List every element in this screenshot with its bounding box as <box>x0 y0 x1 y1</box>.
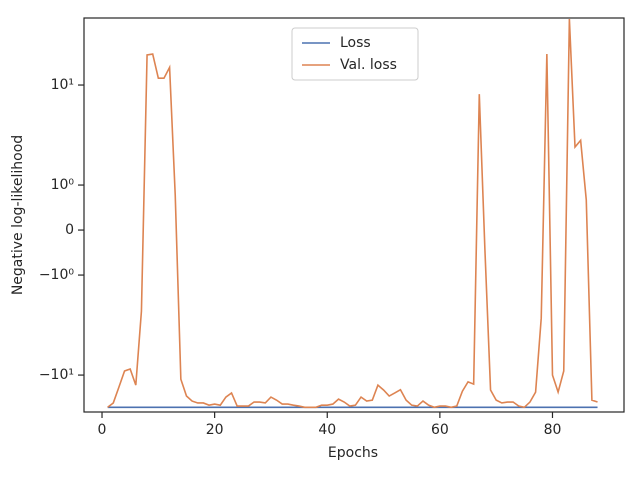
y-tick-label: 10⁰ <box>51 177 75 193</box>
x-tick-label: 80 <box>544 422 562 438</box>
x-tick-label: 0 <box>98 422 107 438</box>
legend-label: Loss <box>340 35 371 51</box>
x-tick-label: 20 <box>206 422 224 438</box>
legend: Loss Val. loss <box>291 27 419 81</box>
x-tick-label: 60 <box>431 422 449 438</box>
series-line <box>107 18 598 409</box>
legend-label: Val. loss <box>340 57 397 73</box>
x-tick-label: 40 <box>318 422 336 438</box>
plot-frame <box>83 17 625 413</box>
y-tick-label: 10¹ <box>51 77 74 93</box>
legend-box <box>291 27 419 81</box>
y-tick-label: 0 <box>65 222 74 238</box>
y-tick-label: −10¹ <box>39 367 74 383</box>
y-axis-label: Negative log-likelihood <box>10 135 26 295</box>
y-tick-label: −10⁰ <box>39 267 75 283</box>
x-axis-label: Epochs <box>328 445 378 461</box>
